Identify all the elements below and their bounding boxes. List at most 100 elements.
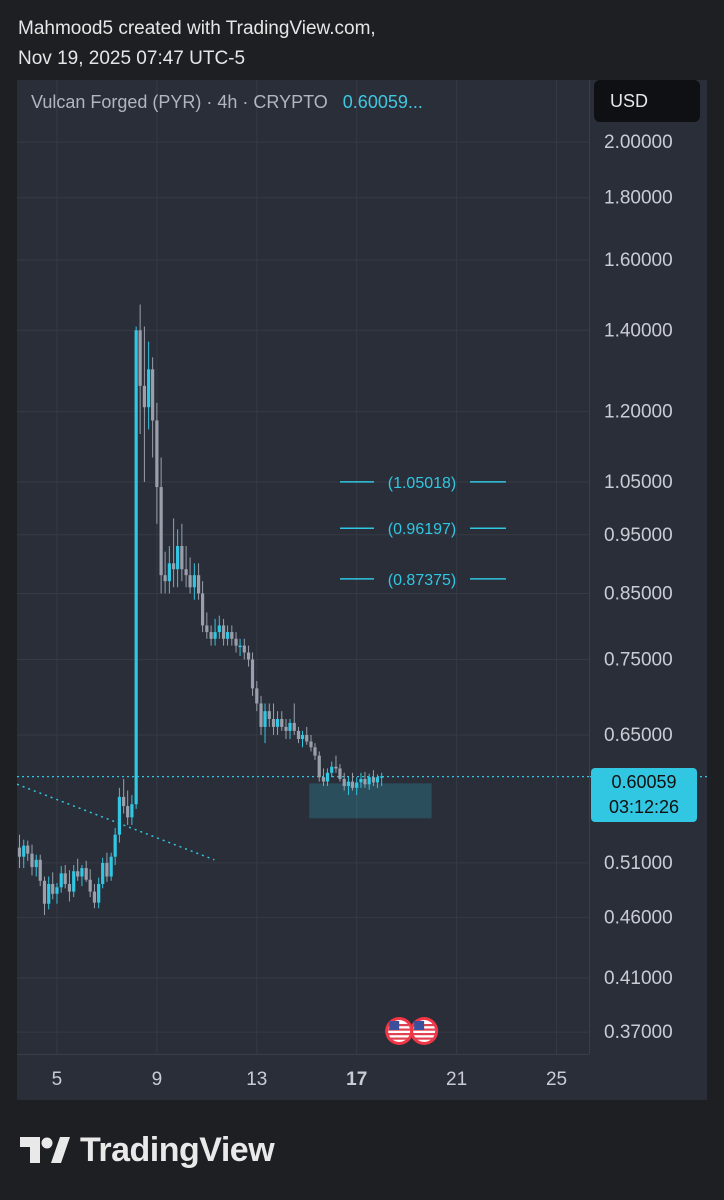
candle (117, 787, 122, 843)
candle-body (80, 868, 84, 877)
price-tick-label: 1.40000 (604, 320, 673, 341)
candle-body (101, 862, 105, 885)
candle-body (200, 593, 205, 626)
price-tick-label: 0.85000 (604, 583, 673, 604)
symbol-description: Vulcan Forged (PYR) · 4h · CRYPTO (31, 92, 328, 112)
legend-price: 0.60059... (342, 92, 423, 112)
candle-body (209, 632, 213, 639)
candle (213, 618, 217, 646)
candle (155, 402, 159, 524)
candle-body (267, 711, 271, 719)
candle-body (284, 726, 288, 731)
candle-body (88, 879, 92, 892)
bar-countdown: 03:12:26 (608, 797, 680, 817)
candle-body (213, 632, 217, 639)
candlestick-chart: (1.05018) (0.96197) (0.87375) (17, 80, 589, 1054)
candle (217, 615, 221, 639)
candle-body (176, 546, 180, 570)
candle (259, 695, 263, 735)
candle (147, 341, 151, 430)
candle-body (225, 632, 230, 639)
candle-body (180, 546, 184, 570)
candle (284, 718, 288, 740)
candle (34, 854, 38, 877)
tradingview-logo[interactable]: TradingView (18, 1128, 275, 1172)
candle-body (221, 625, 226, 639)
candle (209, 625, 213, 646)
candle (292, 703, 296, 735)
candle-body (167, 563, 171, 582)
candle (109, 852, 113, 881)
event-flag-stripe (388, 1033, 411, 1036)
candle (250, 652, 255, 696)
candle (105, 852, 109, 882)
time-tick-label: 25 (546, 1069, 567, 1090)
candle (55, 882, 59, 904)
candle-body (271, 718, 276, 727)
candle (92, 884, 97, 909)
candle (122, 778, 126, 814)
candle-body (22, 845, 26, 857)
candle (338, 764, 342, 782)
price-axis-labels: 2.00000 1.80000 1.60000 1.40000 1.20000 1.050… (590, 132, 707, 1043)
price-tick-label: 0.41000 (604, 968, 673, 989)
candle-body (346, 781, 351, 787)
candle-body (163, 575, 167, 582)
candle (305, 726, 309, 745)
candle (180, 523, 184, 582)
candle-body (255, 688, 259, 704)
chart-frame: (1.05018) (0.96197) (0.87375) 2.00000 1.800… (17, 80, 707, 1100)
symbol-legend[interactable]: Vulcan Forged (PYR) · 4h · CRYPTO 0.6005… (31, 92, 423, 113)
candle-body (259, 703, 263, 727)
candle (238, 638, 242, 656)
chart-timestamp: Nov 19, 2025 07:47 UTC-5 (18, 48, 246, 69)
candle (221, 618, 226, 646)
price-tick-label: 1.05000 (604, 472, 673, 493)
candle (163, 551, 167, 594)
candle-body (338, 768, 342, 779)
price-tick-label: 0.46000 (604, 907, 673, 928)
candle-body (26, 845, 30, 854)
candle-body (280, 718, 284, 727)
candle-body (363, 778, 367, 785)
candle-body (122, 796, 126, 807)
candle-body (184, 569, 188, 576)
time-tick-label: 5 (52, 1069, 63, 1090)
candle-body (380, 776, 384, 778)
candle-body (292, 722, 296, 731)
candle-body (51, 884, 55, 894)
time-axis[interactable]: 5 9 13 17 21 25 (17, 1054, 589, 1100)
price-tick-label: 0.95000 (604, 525, 673, 546)
price-tick-label: 1.80000 (604, 188, 673, 209)
candle (255, 681, 259, 712)
candle (342, 772, 346, 791)
candle (59, 866, 63, 893)
candle (334, 755, 338, 773)
candle-body (109, 856, 113, 877)
tradingview-logo-icon (20, 1137, 70, 1163)
candle (380, 772, 384, 787)
candle-body (355, 782, 359, 788)
candle-body (172, 563, 176, 570)
candle (359, 772, 363, 788)
candle-body (113, 834, 117, 857)
candle-body (155, 420, 159, 488)
candle (17, 834, 22, 869)
candle (184, 546, 188, 588)
price-axis[interactable]: 2.00000 1.80000 1.60000 1.40000 1.20000 1.050… (589, 80, 707, 1054)
currency-button[interactable]: USD (594, 80, 700, 122)
candle (172, 518, 176, 588)
candle-body (246, 652, 251, 660)
candle (246, 645, 251, 667)
candle-body (205, 625, 209, 633)
candle (72, 864, 76, 898)
candle (321, 768, 326, 787)
candle-body (138, 330, 142, 386)
time-tick-label: 9 (152, 1069, 163, 1090)
candle-body (342, 778, 346, 787)
candle (134, 326, 138, 809)
time-axis-labels: 5 9 13 17 21 25 (52, 1069, 567, 1090)
candle (142, 326, 146, 483)
candle (38, 854, 42, 887)
plot-area[interactable]: (1.05018) (0.96197) (0.87375) (17, 80, 589, 1054)
